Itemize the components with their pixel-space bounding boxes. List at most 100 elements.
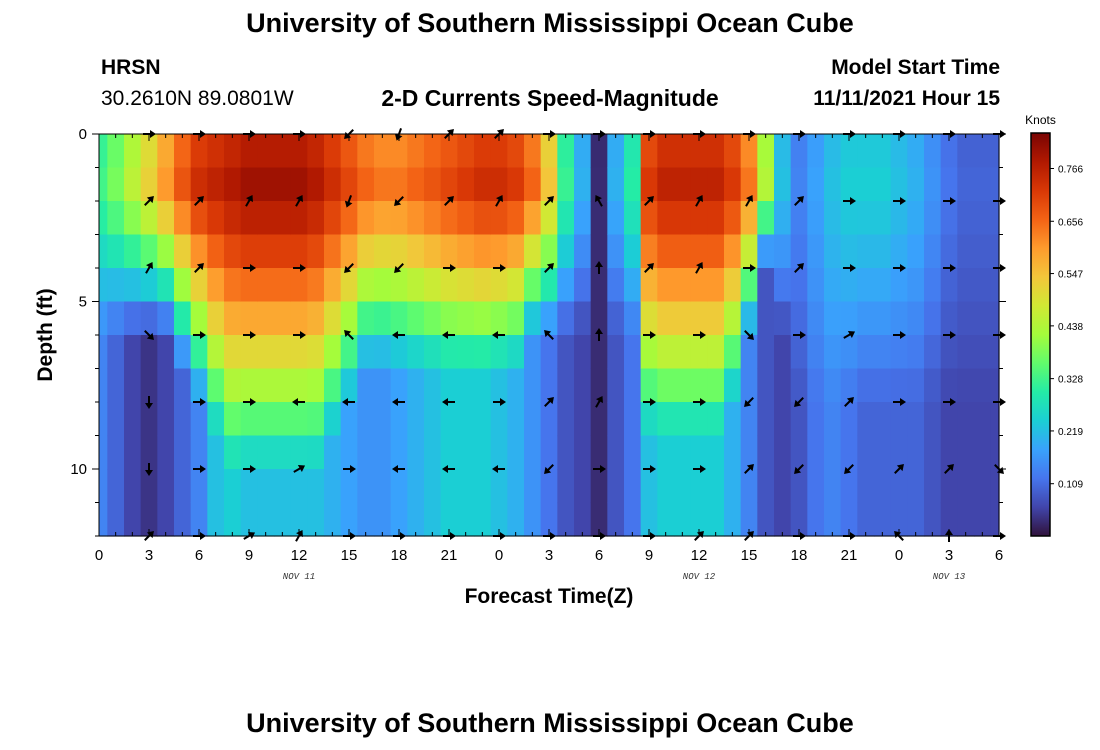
colorbar-title: Knots — [1025, 113, 1056, 127]
heatmap-cell — [99, 435, 108, 470]
heatmap-cell — [807, 134, 825, 169]
heatmap-cell — [940, 335, 958, 370]
heatmap-cell — [307, 435, 325, 470]
heatmap-cell — [774, 234, 792, 269]
current-vector-arrow — [844, 397, 854, 407]
heatmap-cell — [474, 335, 492, 370]
heatmap-cell — [457, 402, 475, 437]
heatmap-cell — [340, 234, 358, 269]
heatmap-cell — [890, 201, 908, 236]
heatmap-cell — [557, 335, 575, 370]
heatmap-cell — [540, 402, 558, 437]
heatmap-cell — [657, 201, 675, 236]
heatmap-cell — [390, 502, 408, 537]
heatmap-cell — [224, 234, 242, 269]
heatmap-cell — [307, 469, 325, 504]
current-vector-arrow — [944, 464, 954, 474]
heatmap-cell — [124, 134, 142, 169]
heatmap-cell — [757, 502, 775, 537]
heatmap-cell — [640, 134, 658, 169]
heatmap-cell — [490, 234, 508, 269]
station-id: HRSN — [101, 56, 161, 79]
heatmap-cell — [490, 502, 508, 537]
heatmap-cell — [524, 134, 542, 169]
heatmap-cell — [174, 368, 192, 403]
heatmap-cell — [657, 167, 675, 202]
heatmap-cell — [974, 469, 992, 504]
heatmap-cell — [757, 335, 775, 370]
heatmap-cell — [190, 335, 208, 370]
heatmap-cell — [224, 167, 242, 202]
current-vector-arrow — [943, 398, 956, 406]
heatmap-cell — [474, 435, 492, 470]
heatmap-cell — [707, 469, 725, 504]
heatmap-cell — [99, 234, 108, 269]
heatmap-cell — [840, 134, 858, 169]
heatmap-cell — [640, 234, 658, 269]
heatmap-cell — [957, 469, 975, 504]
heatmap-cell — [207, 402, 225, 437]
heatmap-cell — [257, 201, 275, 236]
heatmap-cell — [707, 134, 725, 169]
heatmap-cell — [840, 502, 858, 537]
heatmap-cell — [890, 234, 908, 269]
heatmap-cell — [424, 201, 442, 236]
heatmap-cell — [890, 502, 908, 537]
heatmap-cell — [324, 368, 342, 403]
heatmap-cell — [124, 368, 142, 403]
current-vector-arrow — [794, 263, 804, 273]
heatmap-cell — [424, 301, 442, 336]
heatmap-cell — [457, 435, 475, 470]
heatmap-cell — [190, 268, 208, 303]
date-label: NOV 12 — [683, 572, 716, 582]
current-vector-arrow — [344, 263, 354, 273]
heatmap-cell — [624, 268, 642, 303]
heatmap-cell — [557, 435, 575, 470]
heatmap-cell — [340, 435, 358, 470]
heatmap-cell — [757, 167, 775, 202]
heatmap-cell — [840, 469, 858, 504]
heatmap-cell — [790, 368, 808, 403]
heatmap-cell — [890, 335, 908, 370]
heatmap-cell — [790, 402, 808, 437]
current-vector-arrow — [943, 264, 956, 272]
current-vector-arrow — [643, 398, 656, 406]
heatmap-cell — [724, 435, 742, 470]
heatmap-cell — [99, 368, 108, 403]
heatmap-cell — [224, 268, 242, 303]
current-vector-arrow — [394, 263, 404, 273]
heatmap-cell — [107, 234, 125, 269]
x-tick-label: 0 — [895, 547, 903, 564]
heatmap-cell — [674, 201, 692, 236]
heatmap-cell — [440, 335, 458, 370]
heatmap-cell — [524, 368, 542, 403]
heatmap-cell — [240, 301, 258, 336]
heatmap-cell — [924, 134, 942, 169]
heatmap-cell — [340, 167, 358, 202]
heatmap-cell — [990, 268, 1000, 303]
heatmap-cell — [724, 301, 742, 336]
heatmap-cell — [990, 234, 1000, 269]
heatmap-cell — [907, 134, 925, 169]
heatmap-cell — [190, 435, 208, 470]
heatmap-cell — [674, 469, 692, 504]
colorbar-tick-label: 0.656 — [1058, 217, 1083, 228]
heatmap-cell — [357, 201, 375, 236]
heatmap-cell — [290, 201, 308, 236]
heatmap-cell — [540, 301, 558, 336]
current-vector-arrow — [793, 331, 806, 339]
heatmap-cell — [807, 502, 825, 537]
current-vector-arrow — [343, 465, 356, 473]
heatmap-cell — [140, 435, 158, 470]
heatmap-cell — [590, 502, 608, 537]
current-vector-arrow — [144, 196, 154, 206]
heatmap-cell — [857, 368, 875, 403]
heatmap-cell — [324, 402, 342, 437]
heatmap-cell — [224, 435, 242, 470]
heatmap-cell — [99, 402, 108, 437]
current-vector-arrow — [193, 465, 206, 473]
heatmap-cell — [574, 167, 592, 202]
heatmap-cell — [890, 268, 908, 303]
heatmap-cell — [974, 435, 992, 470]
heatmap-cell — [390, 134, 408, 169]
